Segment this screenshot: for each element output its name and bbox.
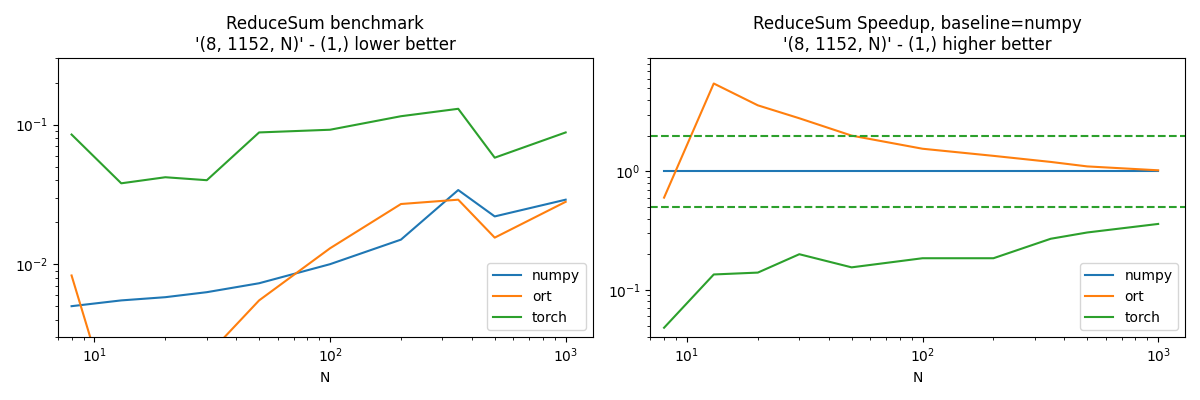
torch <box>707 272 721 277</box>
numpy <box>199 290 214 294</box>
ort <box>1151 168 1165 173</box>
numpy <box>158 295 173 300</box>
torch <box>451 106 466 111</box>
Line: numpy: numpy <box>72 190 565 306</box>
ort <box>792 116 806 121</box>
numpy <box>114 298 128 303</box>
torch <box>845 265 859 270</box>
torch <box>114 181 128 186</box>
ort <box>1080 164 1094 169</box>
numpy <box>558 197 572 202</box>
torch <box>751 270 766 275</box>
ort <box>751 103 766 108</box>
ort <box>1044 160 1058 164</box>
ort <box>487 235 502 240</box>
ort <box>845 133 859 138</box>
numpy <box>751 169 766 174</box>
Line: ort: ort <box>664 84 1158 198</box>
ort <box>394 202 408 206</box>
torch <box>199 178 214 182</box>
ort <box>916 146 930 151</box>
Line: torch: torch <box>664 224 1158 328</box>
numpy <box>451 188 466 192</box>
torch <box>323 127 337 132</box>
torch <box>986 256 1001 261</box>
Legend: numpy, ort, torch: numpy, ort, torch <box>487 263 586 330</box>
ort <box>451 197 466 202</box>
numpy <box>394 237 408 242</box>
X-axis label: N: N <box>320 371 330 385</box>
numpy <box>1080 169 1094 174</box>
torch <box>916 256 930 261</box>
X-axis label: N: N <box>912 371 923 385</box>
ort <box>558 200 572 204</box>
ort <box>323 246 337 251</box>
torch <box>792 252 806 257</box>
torch <box>65 132 79 137</box>
numpy <box>252 281 266 286</box>
Title: ReduceSum benchmark
'(8, 1152, N)' - (1,) lower better: ReduceSum benchmark '(8, 1152, N)' - (1,… <box>194 15 456 54</box>
ort <box>199 354 214 358</box>
Line: ort: ort <box>72 200 565 400</box>
torch <box>252 130 266 135</box>
Title: ReduceSum Speedup, baseline=numpy
'(8, 1152, N)' - (1,) higher better: ReduceSum Speedup, baseline=numpy '(8, 1… <box>754 15 1082 54</box>
torch <box>1151 222 1165 226</box>
numpy <box>916 169 930 174</box>
numpy <box>487 214 502 219</box>
Line: torch: torch <box>72 109 565 183</box>
ort <box>65 273 79 278</box>
ort <box>986 154 1001 158</box>
numpy <box>65 304 79 308</box>
ort <box>656 195 671 200</box>
numpy <box>792 169 806 174</box>
numpy <box>845 169 859 174</box>
ort <box>252 298 266 303</box>
torch <box>394 114 408 119</box>
Legend: numpy, ort, torch: numpy, ort, torch <box>1080 263 1178 330</box>
ort <box>707 81 721 86</box>
torch <box>1044 236 1058 241</box>
torch <box>487 155 502 160</box>
numpy <box>323 262 337 266</box>
torch <box>558 130 572 135</box>
torch <box>158 175 173 180</box>
numpy <box>1044 169 1058 174</box>
torch <box>656 325 671 330</box>
ort <box>158 390 173 395</box>
numpy <box>986 169 1001 174</box>
torch <box>1080 230 1094 235</box>
numpy <box>656 169 671 174</box>
numpy <box>1151 169 1165 174</box>
numpy <box>707 169 721 174</box>
